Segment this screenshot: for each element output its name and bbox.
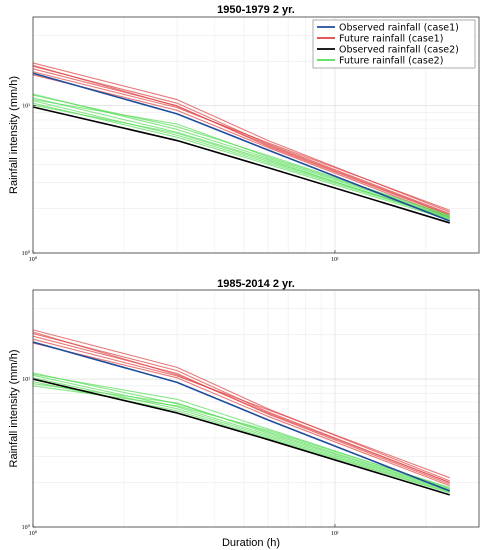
series-line-future2-15: [32, 383, 450, 491]
series-line-future1-6: [32, 342, 450, 487]
series-line-future2-11: [32, 100, 450, 219]
series-line-future1-2: [32, 329, 450, 482]
series-line-future2-15: [32, 99, 450, 217]
x-tick-label: 10¹: [331, 531, 339, 537]
axes-box: [32, 16, 480, 254]
y-axis-label: Rainfall intensity (mm/h): [8, 350, 20, 468]
legend-label: Future rainfall (case2): [339, 56, 443, 67]
x-tick-label: 10¹: [331, 257, 339, 263]
y-tick-label: 10⁰: [22, 250, 31, 257]
series-line-future2-10: [32, 374, 450, 492]
chart-title: 1950-1979 2 yr.: [217, 4, 295, 16]
series-line-future1-7: [32, 64, 450, 216]
series-line-observed-8: [32, 106, 450, 224]
series-line-future2-12: [32, 102, 450, 221]
series-lines: [32, 62, 451, 224]
chart-title: 1985-2014 2 yr.: [217, 278, 295, 290]
axes-box: [32, 289, 480, 528]
series-line-observed-8: [32, 378, 450, 496]
series-line-future1-6: [32, 74, 450, 218]
legend-label: Future rainfall (case1): [339, 34, 443, 45]
y-tick-label: 10⁰: [22, 524, 31, 531]
x-tick-label: 10⁰: [29, 530, 38, 537]
legend: Observed rainfall (case1)Future rainfall…: [312, 19, 476, 69]
series-line-future1-3: [32, 65, 450, 215]
x-tick-label: 10⁰: [29, 256, 38, 263]
legend-box: [312, 19, 476, 69]
series-lines: [32, 329, 451, 496]
chart-panel-2: 10⁰ 10¹ 10⁰ 10¹ 1985-2014 2 yr. Rainfall inte…: [8, 278, 480, 549]
chart-panel-1: 10⁰ 10¹ 10⁰ 10¹ 1950-1979 2 yr. Rainfall inte…: [8, 4, 480, 263]
series-line-future2-14: [32, 373, 450, 490]
y-tick-label: 10¹: [22, 377, 30, 383]
y-tick-label: 10¹: [22, 104, 30, 110]
y-axis-label: Rainfall intensity (mm/h): [8, 76, 20, 194]
x-axis-label: Duration (h): [222, 537, 280, 549]
legend-label: Observed rainfall (case2): [339, 45, 459, 56]
series-line-future2-14: [32, 104, 450, 219]
series-line-observed-1: [32, 341, 451, 492]
series-line-observed-1: [32, 72, 451, 222]
legend-label: Observed rainfall (case1): [339, 23, 459, 34]
series-line-future1-7: [32, 331, 450, 483]
series-line-future1-5: [32, 338, 450, 479]
